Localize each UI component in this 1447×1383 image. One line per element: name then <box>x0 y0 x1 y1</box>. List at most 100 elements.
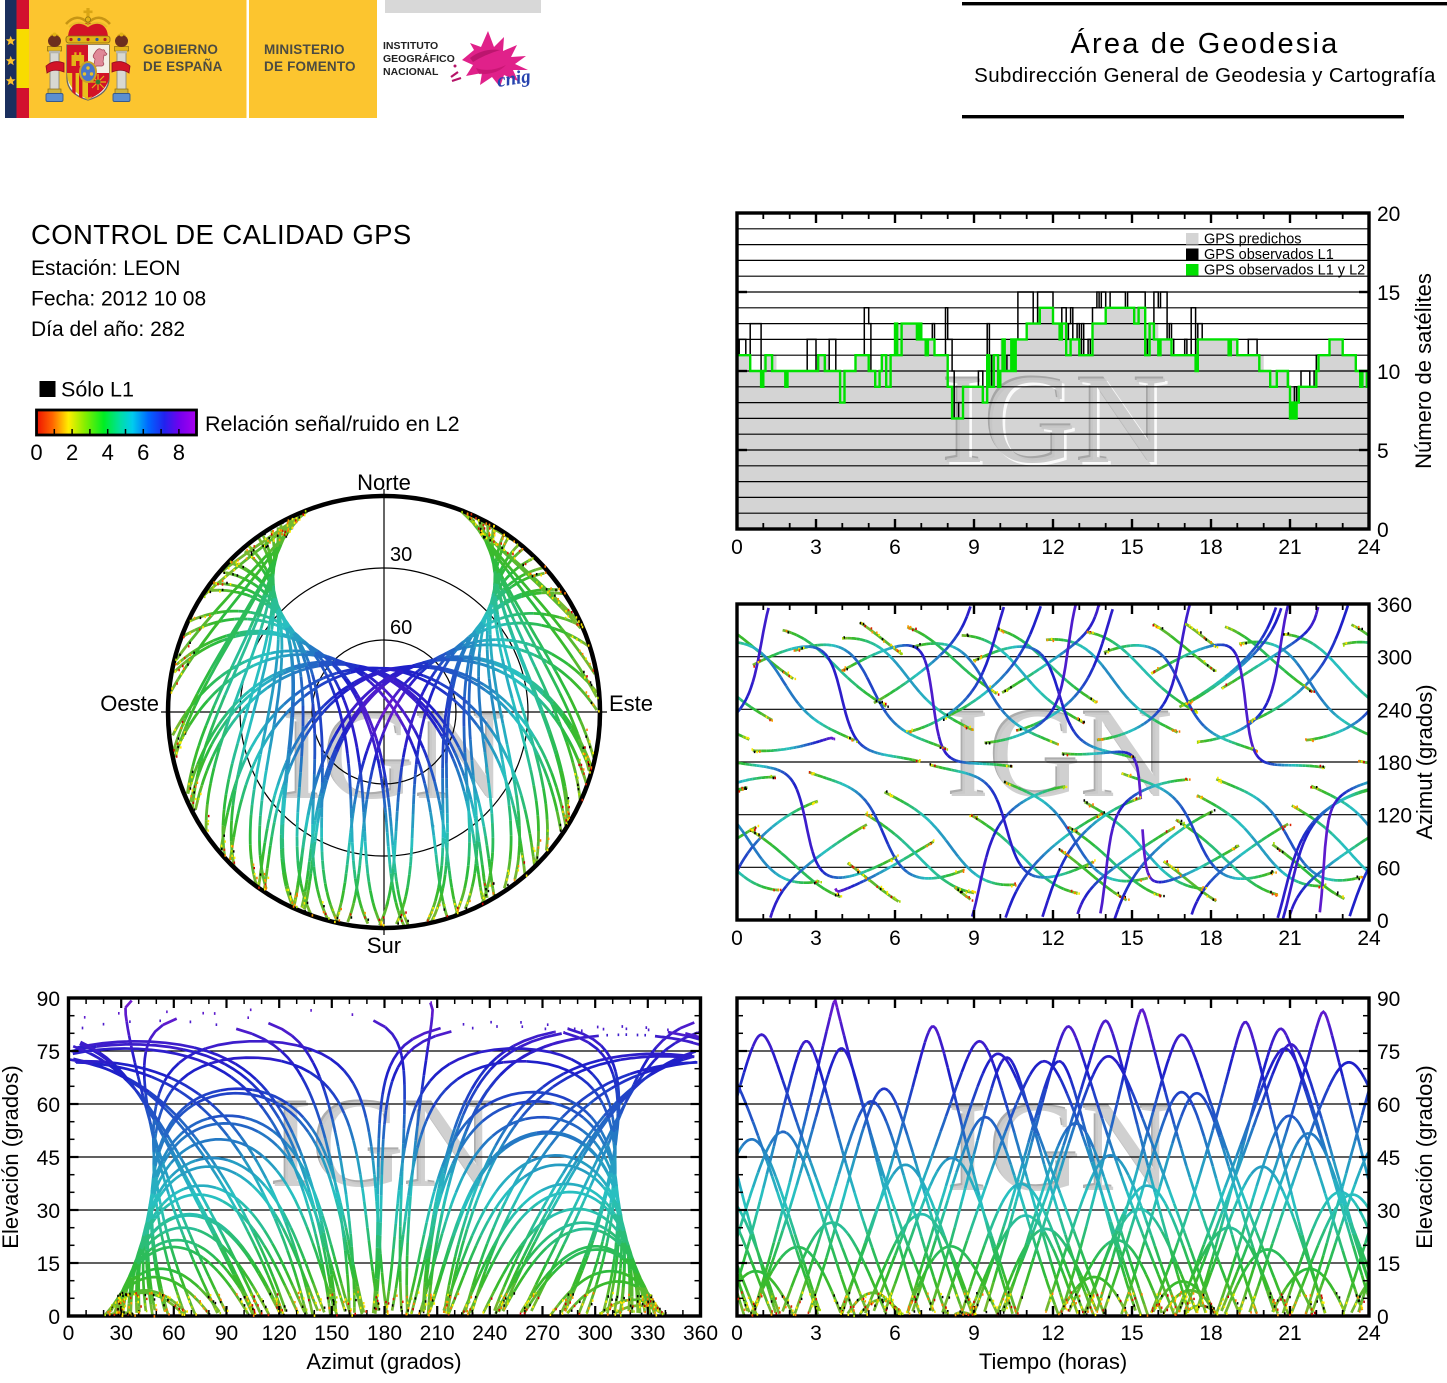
svg-text:4: 4 <box>102 440 114 465</box>
svg-text:Azimut (grados): Azimut (grados) <box>1412 684 1437 839</box>
svg-text:18: 18 <box>1199 536 1222 559</box>
svg-text:15: 15 <box>1120 927 1143 950</box>
svg-text:45: 45 <box>1377 1147 1400 1170</box>
svg-text:3: 3 <box>810 1322 822 1345</box>
svg-text:15: 15 <box>1377 1253 1400 1276</box>
svg-text:DE ESPAÑA: DE ESPAÑA <box>143 59 223 74</box>
svg-text:360: 360 <box>683 1322 718 1345</box>
svg-text:CONTROL DE CALIDAD GPS: CONTROL DE CALIDAD GPS <box>31 219 412 250</box>
svg-text:180: 180 <box>1377 752 1412 775</box>
svg-text:21: 21 <box>1278 927 1301 950</box>
svg-text:Número de satélites: Número de satélites <box>1411 273 1436 469</box>
svg-text:9: 9 <box>968 1322 980 1345</box>
svg-text:75: 75 <box>37 1041 60 1064</box>
svg-text:18: 18 <box>1199 927 1222 950</box>
svg-text:15: 15 <box>37 1253 60 1276</box>
svg-text:10: 10 <box>1377 361 1400 384</box>
svg-text:0: 0 <box>30 440 42 465</box>
svg-text:Estación: LEON: Estación: LEON <box>31 257 180 280</box>
svg-text:0: 0 <box>731 536 743 559</box>
svg-text:GPS observados L1: GPS observados L1 <box>1204 247 1334 263</box>
svg-text:0: 0 <box>48 1306 60 1329</box>
svg-text:30: 30 <box>390 544 412 566</box>
svg-text:Azimut (grados): Azimut (grados) <box>306 1349 461 1374</box>
svg-text:Este: Este <box>609 691 653 716</box>
svg-text:90: 90 <box>1377 988 1400 1011</box>
svg-text:60: 60 <box>1377 857 1400 880</box>
svg-text:6: 6 <box>889 927 901 950</box>
svg-text:6: 6 <box>137 440 149 465</box>
svg-text:GEOGRÁFICO: GEOGRÁFICO <box>383 52 455 65</box>
svg-text:240: 240 <box>472 1322 507 1345</box>
svg-text:Fecha: 2012 10 08: Fecha: 2012 10 08 <box>31 288 206 311</box>
svg-text:24: 24 <box>1357 927 1381 950</box>
svg-text:15: 15 <box>1120 536 1143 559</box>
svg-text:Relación señal/ruido en L2: Relación señal/ruido en L2 <box>205 412 460 436</box>
svg-text:Elevación (grados): Elevación (grados) <box>0 1065 23 1248</box>
svg-text:IGN: IGN <box>947 684 1173 824</box>
svg-text:3: 3 <box>810 927 822 950</box>
svg-text:15: 15 <box>1120 1322 1143 1345</box>
svg-text:0: 0 <box>63 1322 75 1345</box>
svg-text:Subdirección General de Geodes: Subdirección General de Geodesia y Carto… <box>974 64 1436 87</box>
svg-text:0: 0 <box>731 927 743 950</box>
svg-text:NACIONAL: NACIONAL <box>383 66 439 78</box>
svg-text:9: 9 <box>968 536 980 559</box>
svg-text:2: 2 <box>66 440 78 465</box>
svg-text:5: 5 <box>1377 440 1389 463</box>
svg-text:0: 0 <box>1377 910 1389 933</box>
svg-text:45: 45 <box>37 1147 60 1170</box>
svg-text:6: 6 <box>889 536 901 559</box>
svg-text:18: 18 <box>1199 1322 1222 1345</box>
svg-text:Oeste: Oeste <box>100 691 159 716</box>
svg-text:DE FOMENTO: DE FOMENTO <box>264 59 356 74</box>
svg-text:210: 210 <box>420 1322 455 1345</box>
svg-text:20: 20 <box>1377 203 1400 226</box>
svg-text:Área de Geodesia: Área de Geodesia <box>1071 27 1340 60</box>
svg-text:Sur: Sur <box>367 933 401 958</box>
svg-text:15: 15 <box>1377 282 1400 305</box>
svg-text:6: 6 <box>889 1322 901 1345</box>
svg-text:0: 0 <box>1377 519 1389 542</box>
svg-text:21: 21 <box>1278 536 1301 559</box>
svg-text:300: 300 <box>578 1322 613 1345</box>
svg-text:GOBIERNO: GOBIERNO <box>143 42 218 57</box>
svg-text:240: 240 <box>1377 699 1412 722</box>
svg-text:120: 120 <box>1377 805 1412 828</box>
svg-text:Norte: Norte <box>357 470 411 495</box>
svg-text:21: 21 <box>1278 1322 1301 1345</box>
svg-text:Sólo L1: Sólo L1 <box>61 378 134 402</box>
svg-text:0: 0 <box>1377 1306 1389 1329</box>
svg-text:Elevación (grados): Elevación (grados) <box>1412 1065 1437 1248</box>
svg-text:24: 24 <box>1357 536 1381 559</box>
svg-text:24: 24 <box>1357 1322 1381 1345</box>
svg-text:30: 30 <box>110 1322 133 1345</box>
svg-text:GPS predichos: GPS predichos <box>1204 232 1302 248</box>
svg-text:360: 360 <box>1377 594 1412 617</box>
svg-text:180: 180 <box>367 1322 402 1345</box>
svg-text:60: 60 <box>37 1094 60 1117</box>
svg-text:12: 12 <box>1041 536 1064 559</box>
svg-text:120: 120 <box>262 1322 297 1345</box>
svg-text:60: 60 <box>390 617 412 639</box>
svg-text:300: 300 <box>1377 647 1412 670</box>
svg-text:9: 9 <box>968 927 980 950</box>
svg-text:8: 8 <box>173 440 185 465</box>
svg-text:0: 0 <box>731 1322 743 1345</box>
svg-text:270: 270 <box>525 1322 560 1345</box>
svg-text:cnig: cnig <box>495 66 532 92</box>
svg-text:60: 60 <box>1377 1094 1400 1117</box>
svg-text:GPS observados L1 y L2: GPS observados L1 y L2 <box>1204 263 1365 279</box>
svg-text:60: 60 <box>162 1322 185 1345</box>
svg-text:90: 90 <box>37 988 60 1011</box>
svg-text:MINISTERIO: MINISTERIO <box>264 42 345 57</box>
svg-text:90: 90 <box>215 1322 238 1345</box>
svg-text:IGN: IGN <box>942 350 1168 490</box>
svg-text:30: 30 <box>37 1200 60 1223</box>
svg-text:30: 30 <box>1377 1200 1400 1223</box>
svg-text:INSTITUTO: INSTITUTO <box>383 40 438 52</box>
svg-text:Día del año: 282: Día del año: 282 <box>31 318 185 341</box>
svg-text:12: 12 <box>1041 1322 1064 1345</box>
svg-text:3: 3 <box>810 536 822 559</box>
svg-text:Tiempo (horas): Tiempo (horas) <box>979 1349 1127 1374</box>
